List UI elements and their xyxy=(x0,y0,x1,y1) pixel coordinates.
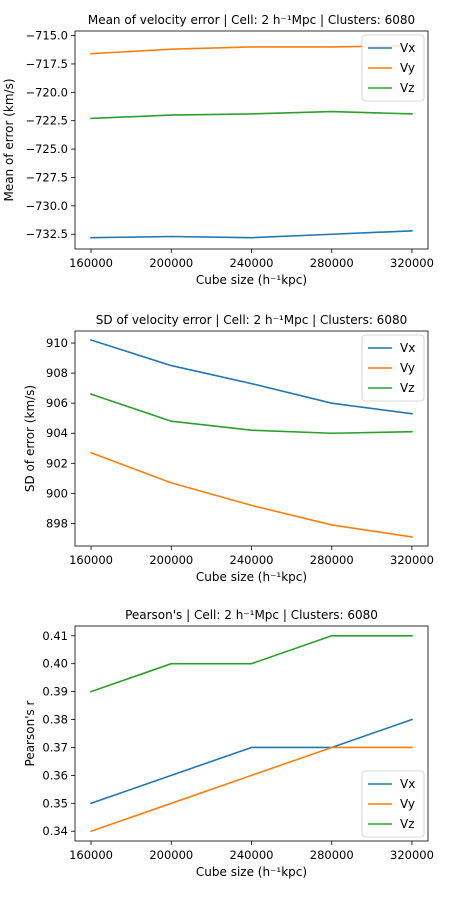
x-axis-label: Cube size (h⁻¹kpc) xyxy=(196,273,307,287)
x-tick-label: 200000 xyxy=(149,848,193,862)
y-tick-label: −720.0 xyxy=(25,85,68,99)
legend-box xyxy=(361,770,425,838)
y-tick-label: −730.0 xyxy=(25,199,68,213)
y-tick-label: 0.41 xyxy=(42,629,68,643)
x-tick-label: 240000 xyxy=(230,553,274,567)
y-tick-label: 898 xyxy=(46,516,68,530)
chart-title: Pearson's | Cell: 2 h⁻¹Mpc | Clusters: 6… xyxy=(125,608,378,622)
legend-label-vy: Vy xyxy=(400,797,415,811)
series-line-vy xyxy=(90,451,413,538)
x-tick-label: 240000 xyxy=(230,848,274,862)
legend: Vx Vy Vz xyxy=(361,34,425,102)
y-tick-label: 0.34 xyxy=(42,824,68,838)
x-tick-label: 240000 xyxy=(230,256,274,270)
y-tick-label: −715.0 xyxy=(25,29,68,43)
y-tick-label: 910 xyxy=(46,336,68,350)
legend-label-vz: Vz xyxy=(400,817,415,831)
chart-panel-1: Mean of velocity error | Cell: 2 h⁻¹Mpc … xyxy=(2,13,434,287)
legend-box xyxy=(361,334,425,402)
x-tick-label: 160000 xyxy=(69,256,113,270)
y-axis-label: SD of error (km/s) xyxy=(23,385,37,492)
x-tick-label: 280000 xyxy=(310,848,354,862)
y-tick-label: 900 xyxy=(46,486,68,500)
y-tick-label: 0.39 xyxy=(42,685,68,699)
y-tick-label: 0.37 xyxy=(42,740,68,754)
legend: Vx Vy Vz xyxy=(361,770,425,838)
legend: Vx Vy Vz xyxy=(361,334,425,402)
y-tick-label: 908 xyxy=(46,366,68,380)
legend-label-vx: Vx xyxy=(400,41,415,55)
series-line-vz xyxy=(90,393,413,435)
x-tick-label: 280000 xyxy=(310,553,354,567)
series-line-vy xyxy=(90,746,413,833)
y-tick-label: −732.5 xyxy=(25,227,68,241)
y-tick-label: −717.5 xyxy=(25,57,68,71)
y-tick-label: 906 xyxy=(46,396,68,410)
chart-title: SD of velocity error | Cell: 2 h⁻¹Mpc | … xyxy=(96,313,407,327)
legend-label-vz: Vz xyxy=(400,381,415,395)
legend-label-vz: Vz xyxy=(400,81,415,95)
series-line-vy xyxy=(90,44,413,55)
x-tick-label: 200000 xyxy=(149,256,193,270)
y-tick-label: 0.38 xyxy=(42,713,68,727)
chart-panel-2: SD of velocity error | Cell: 2 h⁻¹Mpc | … xyxy=(23,313,434,584)
series-line-vz xyxy=(90,634,413,693)
y-tick-label: 0.40 xyxy=(42,657,68,671)
chart-title: Mean of velocity error | Cell: 2 h⁻¹Mpc … xyxy=(88,13,415,27)
chart-panel-3: Pearson's | Cell: 2 h⁻¹Mpc | Clusters: 6… xyxy=(23,608,434,879)
series-line-vx xyxy=(90,339,413,415)
y-tick-label: 0.36 xyxy=(42,768,68,782)
y-axis-label: Mean of error (km/s) xyxy=(2,78,16,201)
series-line-vz xyxy=(90,110,413,120)
x-axis-label: Cube size (h⁻¹kpc) xyxy=(196,570,307,584)
y-tick-label: −727.5 xyxy=(25,170,68,184)
x-tick-label: 320000 xyxy=(390,553,434,567)
y-tick-label: −722.5 xyxy=(25,114,68,128)
y-tick-label: 902 xyxy=(46,456,68,470)
x-tick-label: 320000 xyxy=(390,848,434,862)
x-tick-label: 160000 xyxy=(69,553,113,567)
legend-label-vx: Vx xyxy=(400,777,415,791)
x-tick-label: 280000 xyxy=(310,256,354,270)
legend-label-vy: Vy xyxy=(400,61,415,75)
x-tick-label: 160000 xyxy=(69,848,113,862)
y-tick-label: −725.0 xyxy=(25,142,68,156)
x-tick-label: 200000 xyxy=(149,553,193,567)
legend-label-vx: Vx xyxy=(400,341,415,355)
x-tick-label: 320000 xyxy=(390,256,434,270)
y-tick-label: 904 xyxy=(46,426,68,440)
legend-label-vy: Vy xyxy=(400,361,415,375)
y-axis-label: Pearson's r xyxy=(23,700,37,766)
series-line-vx xyxy=(90,229,413,239)
y-tick-label: 0.35 xyxy=(42,796,68,810)
legend-box xyxy=(361,34,425,102)
series-line-vx xyxy=(90,718,413,805)
x-axis-label: Cube size (h⁻¹kpc) xyxy=(196,865,307,879)
